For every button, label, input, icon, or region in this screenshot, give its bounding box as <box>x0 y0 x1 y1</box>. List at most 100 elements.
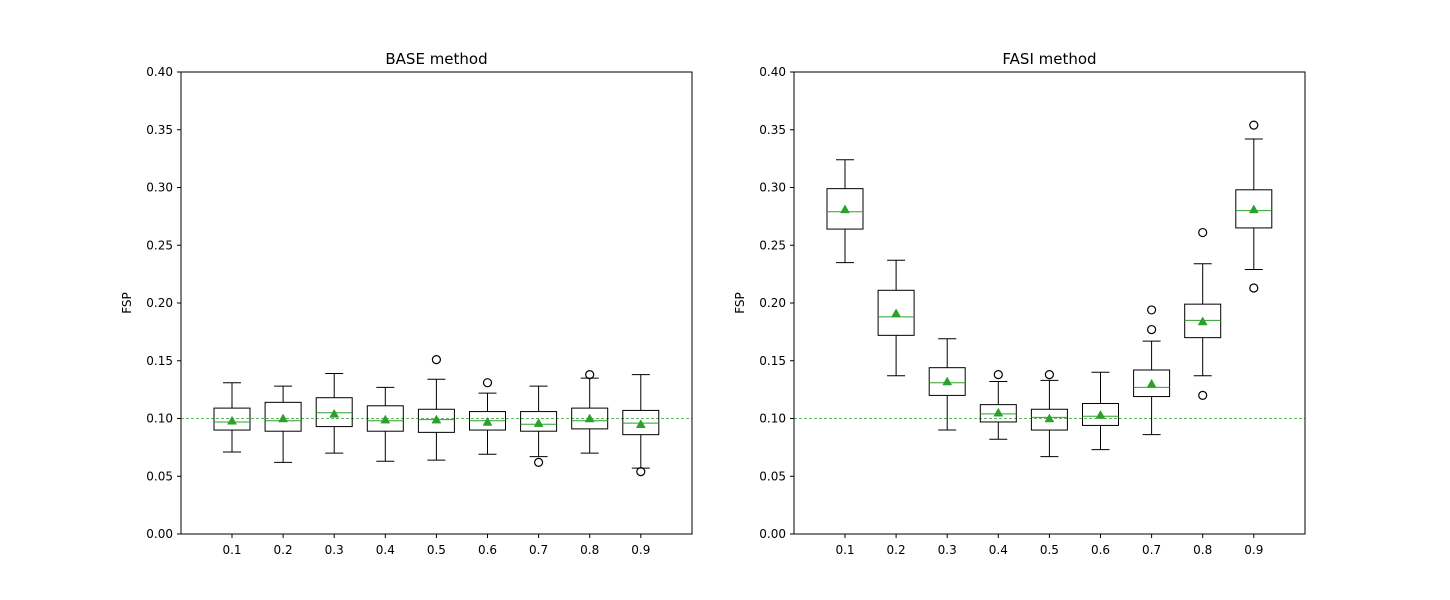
iqr-box <box>622 409 660 436</box>
iqr-box <box>264 401 302 432</box>
outlier-point <box>1198 227 1208 238</box>
outlier-point <box>1146 305 1157 315</box>
iqr-box <box>1235 189 1273 229</box>
base-xtick-label: 0.6 <box>478 543 497 557</box>
mean-marker <box>891 308 902 318</box>
mean-marker <box>942 376 953 386</box>
mean-marker <box>1197 316 1208 326</box>
fasi-xtick-label: 0.8 <box>1193 543 1212 557</box>
outlier-point <box>533 457 544 467</box>
base-method-panel: BASE method FSP 0.00 0.05 0.10 0.15 0.20 0.25… <box>120 50 693 557</box>
iqr-box <box>826 188 864 230</box>
base-ytick-label: 0.35 <box>146 123 173 137</box>
iqr-box <box>213 407 251 431</box>
base-box-0.6 <box>469 378 506 455</box>
fasi-box-0.1 <box>826 159 864 264</box>
outlier-point <box>482 378 493 388</box>
fasi-xtick-label: 0.5 <box>1040 543 1059 557</box>
fasi-axes-frame <box>793 71 1306 535</box>
mean-marker <box>533 418 544 427</box>
fasi-ytick-label: 0.35 <box>759 123 786 137</box>
mean-marker <box>635 419 646 429</box>
iqr-box <box>1082 402 1119 426</box>
base-box-0.5 <box>417 354 455 461</box>
fasi-ytick-label: 0.10 <box>759 412 786 426</box>
fasi-ytick-label: 0.15 <box>759 354 786 368</box>
base-box-0.4 <box>366 386 404 462</box>
mean-marker <box>1095 410 1106 419</box>
fasi-method-title: FASI method <box>1002 50 1096 68</box>
base-ytick-label: 0.20 <box>146 296 173 310</box>
base-box-0.3 <box>315 372 353 454</box>
fasi-ytick-label: 0.40 <box>759 65 786 79</box>
mean-marker <box>993 407 1004 417</box>
mean-marker <box>329 408 340 418</box>
outlier-point <box>585 370 595 380</box>
outlier-point <box>1044 370 1055 380</box>
fasi-method-ylabel: FSP <box>733 292 747 314</box>
mean-marker <box>380 414 391 424</box>
fasi-ytick-label: 0.00 <box>759 527 786 541</box>
base-box-0.8 <box>571 370 609 454</box>
base-ytick-label: 0.00 <box>146 527 173 541</box>
fasi-ytick-label: 0.05 <box>759 469 786 483</box>
outlier-point <box>993 370 1003 380</box>
mean-marker <box>1248 204 1259 214</box>
base-xtick-label: 0.8 <box>580 543 599 557</box>
base-box-0.9 <box>622 374 660 477</box>
fasi-ytick-label: 0.20 <box>759 296 786 310</box>
fasi-box-0.2 <box>877 259 915 377</box>
fasi-xtick-label: 0.9 <box>1244 543 1263 557</box>
base-axes-frame <box>180 71 693 535</box>
fasi-method-panel: FASI method FSP 0.00 0.05 0.10 0.15 0.20 0.25… <box>733 50 1306 557</box>
iqr-box <box>417 408 455 433</box>
fasi-xtick-label: 0.7 <box>1142 543 1161 557</box>
base-xtick-label: 0.1 <box>222 543 241 557</box>
fasi-xtick-label: 0.1 <box>835 543 854 557</box>
base-ytick-label: 0.25 <box>146 238 173 252</box>
mean-marker <box>840 204 850 214</box>
mean-marker <box>482 416 493 426</box>
fasi-box-0.6 <box>1082 371 1119 451</box>
outlier-point <box>1249 120 1259 130</box>
base-ytick-label: 0.40 <box>146 65 173 79</box>
iqr-box <box>571 407 609 430</box>
iqr-box <box>877 289 915 336</box>
iqr-box <box>520 411 558 432</box>
fasi-xtick-label: 0.4 <box>989 543 1008 557</box>
fasi-xtick-label: 0.3 <box>938 543 957 557</box>
iqr-box <box>1184 303 1222 339</box>
base-xtick-label: 0.5 <box>427 543 446 557</box>
mean-marker <box>227 415 237 425</box>
base-xtick-label: 0.9 <box>631 543 650 557</box>
outlier-point <box>431 354 441 365</box>
base-box-0.2 <box>264 385 302 463</box>
fasi-ytick-label: 0.25 <box>759 238 786 252</box>
base-xtick-label: 0.7 <box>529 543 548 557</box>
iqr-box <box>315 397 353 428</box>
iqr-box <box>979 404 1017 423</box>
base-box-0.7 <box>520 385 558 467</box>
mean-marker <box>1146 378 1157 388</box>
fasi-box-0.8 <box>1184 227 1222 400</box>
iqr-box <box>1030 408 1068 431</box>
fasi-box-0.9 <box>1235 120 1273 293</box>
outlier-point <box>1198 390 1208 400</box>
fasi-ytick-label: 0.30 <box>759 181 786 195</box>
fasi-xtick-label: 0.6 <box>1091 543 1110 557</box>
base-ytick-label: 0.10 <box>146 412 173 426</box>
mean-marker <box>584 413 595 423</box>
fasi-box-0.3 <box>928 338 966 431</box>
base-xtick-label: 0.4 <box>376 543 395 557</box>
fasi-box-0.5 <box>1030 370 1068 458</box>
base-ytick-label: 0.15 <box>146 354 173 368</box>
base-method-ylabel: FSP <box>120 292 134 314</box>
mean-marker <box>1044 413 1055 423</box>
fasi-box-0.7 <box>1133 305 1171 436</box>
fasi-box-0.4 <box>979 370 1017 440</box>
fasi-xtick-label: 0.2 <box>887 543 906 557</box>
iqr-box <box>928 367 966 396</box>
base-box-0.1 <box>213 382 251 453</box>
